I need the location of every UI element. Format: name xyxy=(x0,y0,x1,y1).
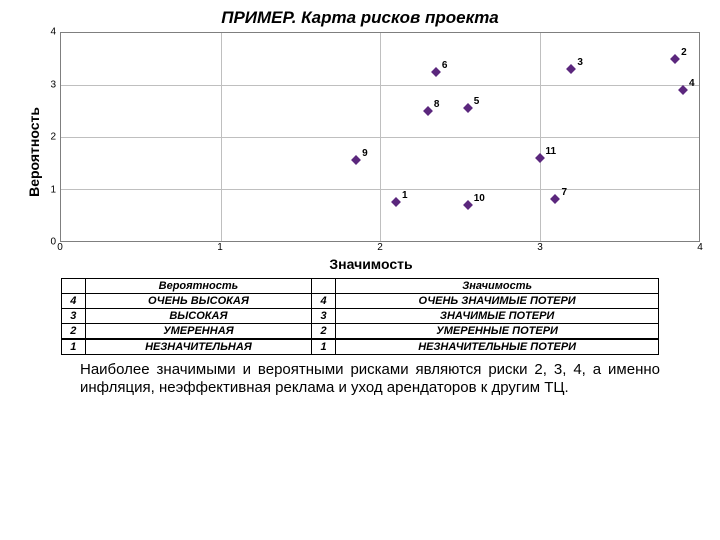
risk-point-label: 3 xyxy=(577,57,583,68)
sig-cell: ЗНАЧИМЫЕ ПОТЕРИ xyxy=(336,309,659,324)
level-cell: 2 xyxy=(61,324,85,340)
prob-cell: ВЫСОКАЯ xyxy=(85,309,311,324)
x-ticks: 0 1 2 3 4 xyxy=(60,242,700,256)
y-axis-label: Вероятность xyxy=(20,107,42,197)
table-row: 2УМЕРЕННАЯ2УМЕРЕННЫЕ ПОТЕРИ xyxy=(61,324,658,340)
col-probability: Вероятность xyxy=(85,279,311,294)
gridline-h xyxy=(61,85,699,86)
level-cell: 1 xyxy=(61,339,85,355)
risk-point-label: 2 xyxy=(681,47,687,58)
risk-point xyxy=(351,155,361,165)
level-cell: 4 xyxy=(61,294,85,309)
risk-point-label: 4 xyxy=(689,78,695,89)
sig-level-cell: 2 xyxy=(312,324,336,340)
sig-level-cell: 3 xyxy=(312,309,336,324)
sig-cell: ОЧЕНЬ ЗНАЧИМЫЕ ПОТЕРИ xyxy=(336,294,659,309)
level-cell: 3 xyxy=(61,309,85,324)
x-tick: 4 xyxy=(697,242,703,253)
risk-point xyxy=(535,153,545,163)
risk-point xyxy=(391,197,401,207)
risk-point-label: 6 xyxy=(442,60,448,71)
sig-cell: УМЕРЕННЫЕ ПОТЕРИ xyxy=(336,324,659,340)
risk-point-label: 5 xyxy=(474,96,480,107)
x-axis-label: Значимость xyxy=(42,256,700,272)
gridline-h xyxy=(61,189,699,190)
risk-point xyxy=(678,85,688,95)
table-header-row: Вероятность Значимость xyxy=(61,279,658,294)
table-row: 1НЕЗНАЧИТЕЛЬНАЯ1НЕЗНАЧИТЕЛЬНЫЕ ПОТЕРИ xyxy=(61,339,658,355)
risk-point-label: 11 xyxy=(546,146,557,157)
risk-point xyxy=(550,194,560,204)
risk-point-label: 7 xyxy=(561,187,567,198)
prob-cell: УМЕРЕННАЯ xyxy=(85,324,311,340)
col-significance: Значимость xyxy=(336,279,659,294)
x-tick: 3 xyxy=(537,242,543,253)
summary-text: Наиболее значимыми и вероятными рисками … xyxy=(80,361,660,397)
risk-point xyxy=(431,67,441,77)
page-title: ПРИМЕР. Карта рисков проекта xyxy=(20,8,700,28)
risk-point xyxy=(463,200,473,210)
risk-point xyxy=(566,64,576,74)
risk-point xyxy=(423,106,433,116)
sig-cell: НЕЗНАЧИТЕЛЬНЫЕ ПОТЕРИ xyxy=(336,339,659,355)
scatter-plot: 1 2 3 4 5 6 7 8 9 10 11 xyxy=(60,32,700,242)
risk-point-label: 8 xyxy=(434,99,440,110)
col-blank1 xyxy=(61,279,85,294)
risk-point-label: 10 xyxy=(474,193,485,204)
risk-point xyxy=(670,54,680,64)
y-tick: 3 xyxy=(50,79,56,90)
risk-point xyxy=(463,103,473,113)
legend-table: Вероятность Значимость 4ОЧЕНЬ ВЫСОКАЯ4ОЧ… xyxy=(61,278,659,355)
y-tick: 4 xyxy=(50,27,56,38)
col-blank2 xyxy=(312,279,336,294)
prob-cell: ОЧЕНЬ ВЫСОКАЯ xyxy=(85,294,311,309)
x-tick: 0 xyxy=(57,242,63,253)
x-tick: 1 xyxy=(217,242,223,253)
prob-cell: НЕЗНАЧИТЕЛЬНАЯ xyxy=(85,339,311,355)
gridline-h xyxy=(61,137,699,138)
y-tick: 1 xyxy=(50,184,56,195)
table-row: 4ОЧЕНЬ ВЫСОКАЯ4ОЧЕНЬ ЗНАЧИМЫЕ ПОТЕРИ xyxy=(61,294,658,309)
x-tick: 2 xyxy=(377,242,383,253)
risk-chart: Вероятность 01234 1234567891011 01234 Зн… xyxy=(20,32,700,272)
risk-point-label: 9 xyxy=(362,148,368,159)
y-tick: 2 xyxy=(50,132,56,143)
y-ticks: 01234 xyxy=(42,32,60,242)
table-row: 3ВЫСОКАЯ3ЗНАЧИМЫЕ ПОТЕРИ xyxy=(61,309,658,324)
y-tick: 0 xyxy=(50,237,56,248)
sig-level-cell: 4 xyxy=(312,294,336,309)
sig-level-cell: 1 xyxy=(312,339,336,355)
risk-point-label: 1 xyxy=(402,190,408,201)
